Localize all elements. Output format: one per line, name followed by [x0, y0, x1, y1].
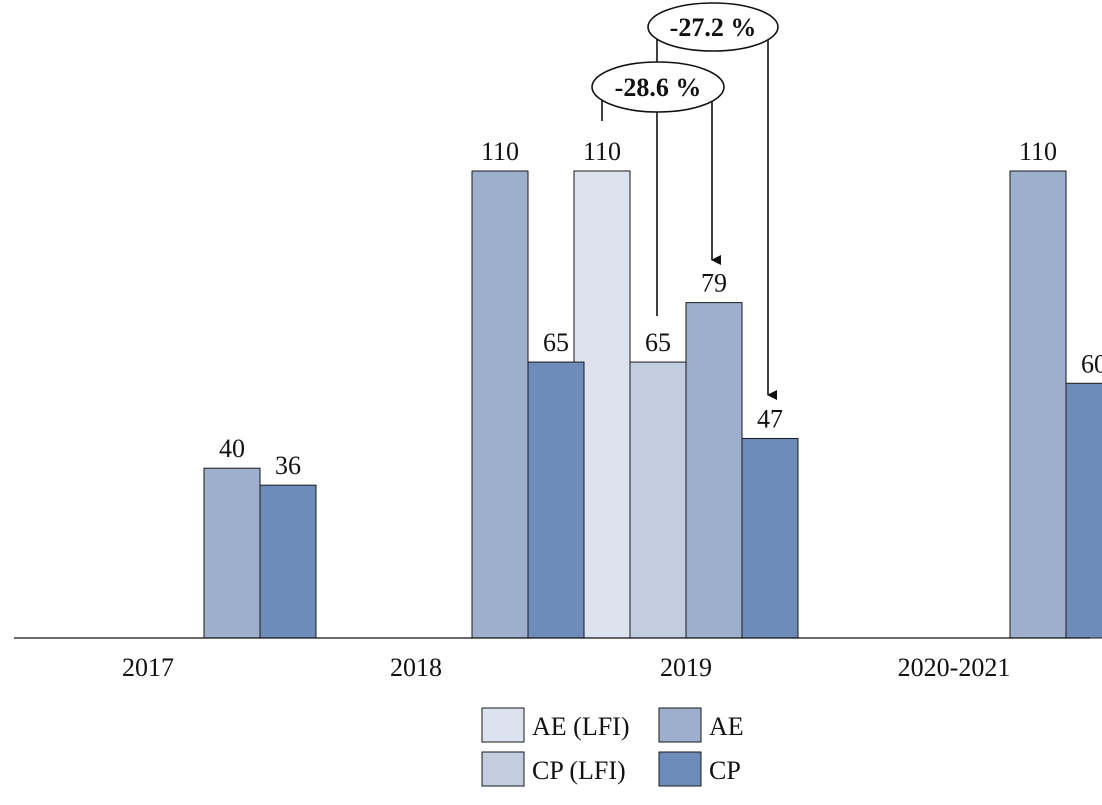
value-labels-layer: 110 65 40 110 79 110 36 65 47 60: [219, 137, 1102, 480]
category-label-2017: 2017: [122, 653, 174, 682]
bar-ae-2017: [203, 467, 261, 639]
category-label-2019: 2019: [660, 653, 712, 682]
value-label-ae-2017: 40: [219, 434, 245, 463]
bar-cp-2018: [527, 361, 585, 639]
bar-ae-2019: [685, 302, 743, 639]
bar-cp-2020-2021: [1065, 382, 1102, 639]
category-label-2018: 2018: [390, 653, 442, 682]
value-label-ae-2020-2021: 110: [1019, 137, 1057, 166]
value-label-cp-2019: 47: [757, 404, 783, 433]
value-label-ae-lfi-2019: 110: [583, 137, 621, 166]
legend-swatch-cp: [658, 751, 702, 787]
legend: AE (LFI) AE CP (LFI) CP: [481, 707, 744, 787]
annotation-bubble-2: [647, 2, 779, 52]
value-label-cp-lfi-2019: 65: [645, 328, 671, 357]
bar-ae-2018: [471, 170, 529, 639]
bar-cp-lfi-2019: [629, 361, 687, 639]
legend-label-cp: CP: [709, 756, 741, 785]
legend-label-cp-lfi: CP (LFI): [532, 756, 626, 785]
annotation-bubble-1: [591, 61, 725, 113]
value-label-cp-2020-2021: 60: [1081, 349, 1102, 378]
legend-label-ae: AE: [709, 712, 744, 741]
legend-swatch-cp-lfi: [481, 751, 525, 787]
annotation-text-1: -28.6 %: [615, 73, 702, 102]
bar-ae-2020-2021: [1009, 170, 1067, 639]
legend-swatch-ae: [658, 707, 702, 743]
value-label-cp-2018: 65: [543, 328, 569, 357]
category-labels-layer: 2017 2018 2019 2020-2021: [122, 653, 1010, 682]
bars-layer: [203, 170, 1102, 639]
annotation-text-2: -27.2 %: [670, 13, 757, 42]
annotation-callouts-layer: -28.6 % -27.2 %: [591, 2, 779, 113]
bar-cp-2017: [259, 484, 317, 639]
bar-cp-2019: [741, 437, 799, 639]
category-label-2020-2021: 2020-2021: [898, 653, 1011, 682]
value-label-ae-2019: 79: [701, 269, 727, 298]
value-label-ae-2018: 110: [481, 137, 519, 166]
legend-swatch-ae-lfi: [481, 707, 525, 743]
legend-label-ae-lfi: AE (LFI): [532, 712, 629, 741]
value-label-cp-2017: 36: [275, 451, 301, 480]
